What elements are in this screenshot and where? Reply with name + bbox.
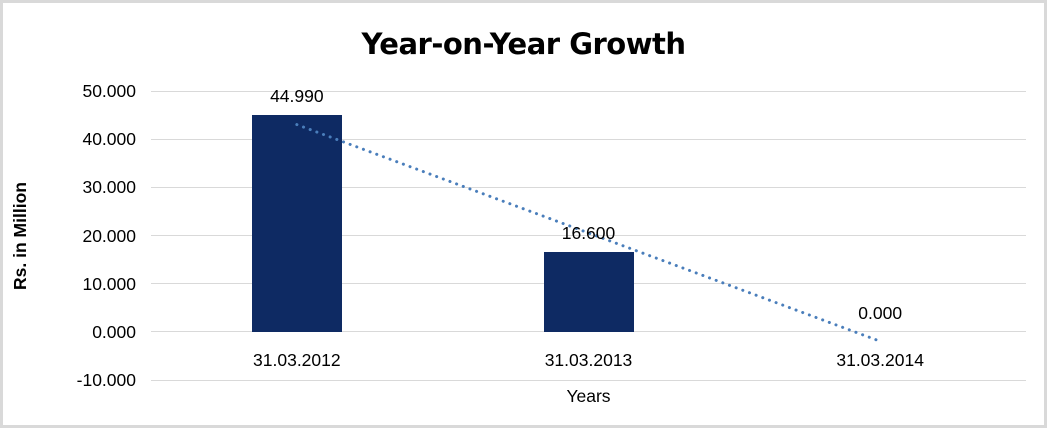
data-label: 44.990 bbox=[270, 86, 324, 107]
x-axis-title: Years bbox=[566, 386, 611, 406]
x-tick-label: 31.03.2014 bbox=[836, 349, 924, 370]
y-tick-label: 30.000 bbox=[82, 177, 136, 198]
data-label: 0.000 bbox=[858, 302, 903, 323]
y-axis-title: Rs. in Million bbox=[10, 182, 30, 290]
bar bbox=[543, 251, 634, 332]
x-tick-label: 31.03.2012 bbox=[253, 349, 341, 370]
y-tick-label: -10.000 bbox=[76, 370, 136, 390]
y-tick-label: 10.000 bbox=[82, 273, 136, 294]
gridline bbox=[151, 379, 1026, 381]
x-tick-label: 31.03.2013 bbox=[544, 349, 633, 370]
y-tick-label: 0.000 bbox=[92, 321, 136, 342]
data-label: 16.600 bbox=[561, 222, 616, 243]
y-tick-label: 40.000 bbox=[82, 129, 136, 150]
y-tick-label: 20.000 bbox=[82, 225, 136, 246]
chart-title: Year-on-Year Growth bbox=[361, 27, 686, 61]
bar bbox=[251, 115, 342, 332]
y-tick-label: 50.000 bbox=[82, 81, 136, 101]
gridline bbox=[151, 90, 1026, 92]
